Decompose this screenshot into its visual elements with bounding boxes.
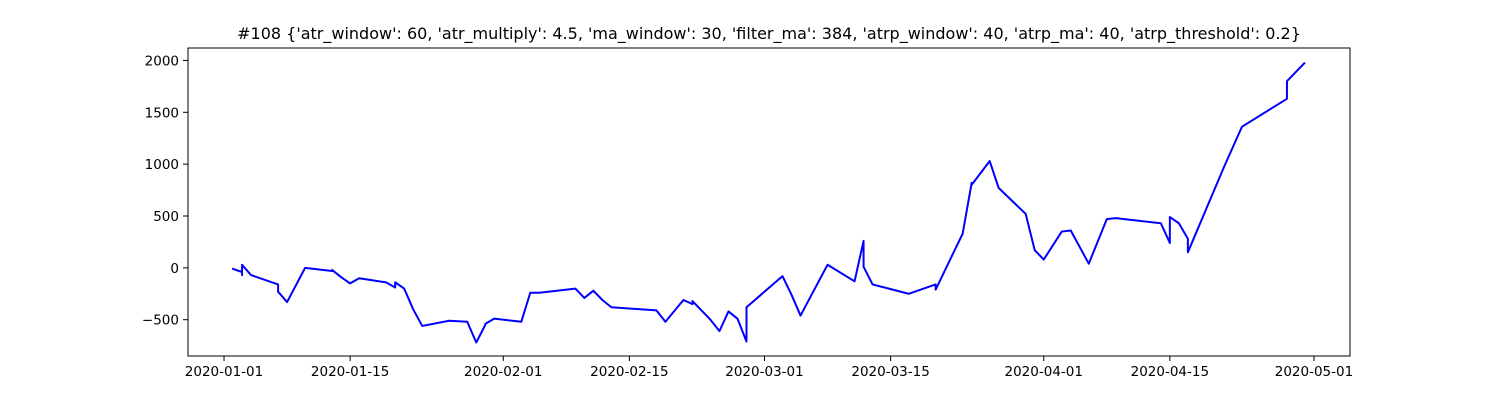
series-line-0 <box>232 61 1306 344</box>
x-tick-label: 2020-04-15 <box>1131 364 1209 380</box>
y-tick-label: 1000 <box>145 157 179 173</box>
x-tick-label: 2020-02-15 <box>590 364 668 380</box>
y-tick-label: −500 <box>142 313 179 329</box>
y-tick-label: 500 <box>153 209 179 225</box>
y-tick-label: 0 <box>170 261 179 277</box>
x-tick-label: 2020-02-01 <box>464 364 542 380</box>
chart-title: #108 {'atr_window': 60, 'atr_multiply': … <box>237 24 1301 43</box>
x-tick-label: 2020-01-15 <box>311 364 389 380</box>
x-tick-label: 2020-01-01 <box>185 364 263 380</box>
x-tick-label: 2020-05-01 <box>1275 364 1353 380</box>
y-tick-label: 2000 <box>145 53 179 69</box>
x-tick-label: 2020-04-01 <box>1005 364 1083 380</box>
y-tick-label: 1500 <box>145 105 179 121</box>
plot-frame <box>187 47 1351 357</box>
x-tick-label: 2020-03-15 <box>851 364 929 380</box>
x-tick-label: 2020-03-01 <box>725 364 803 380</box>
